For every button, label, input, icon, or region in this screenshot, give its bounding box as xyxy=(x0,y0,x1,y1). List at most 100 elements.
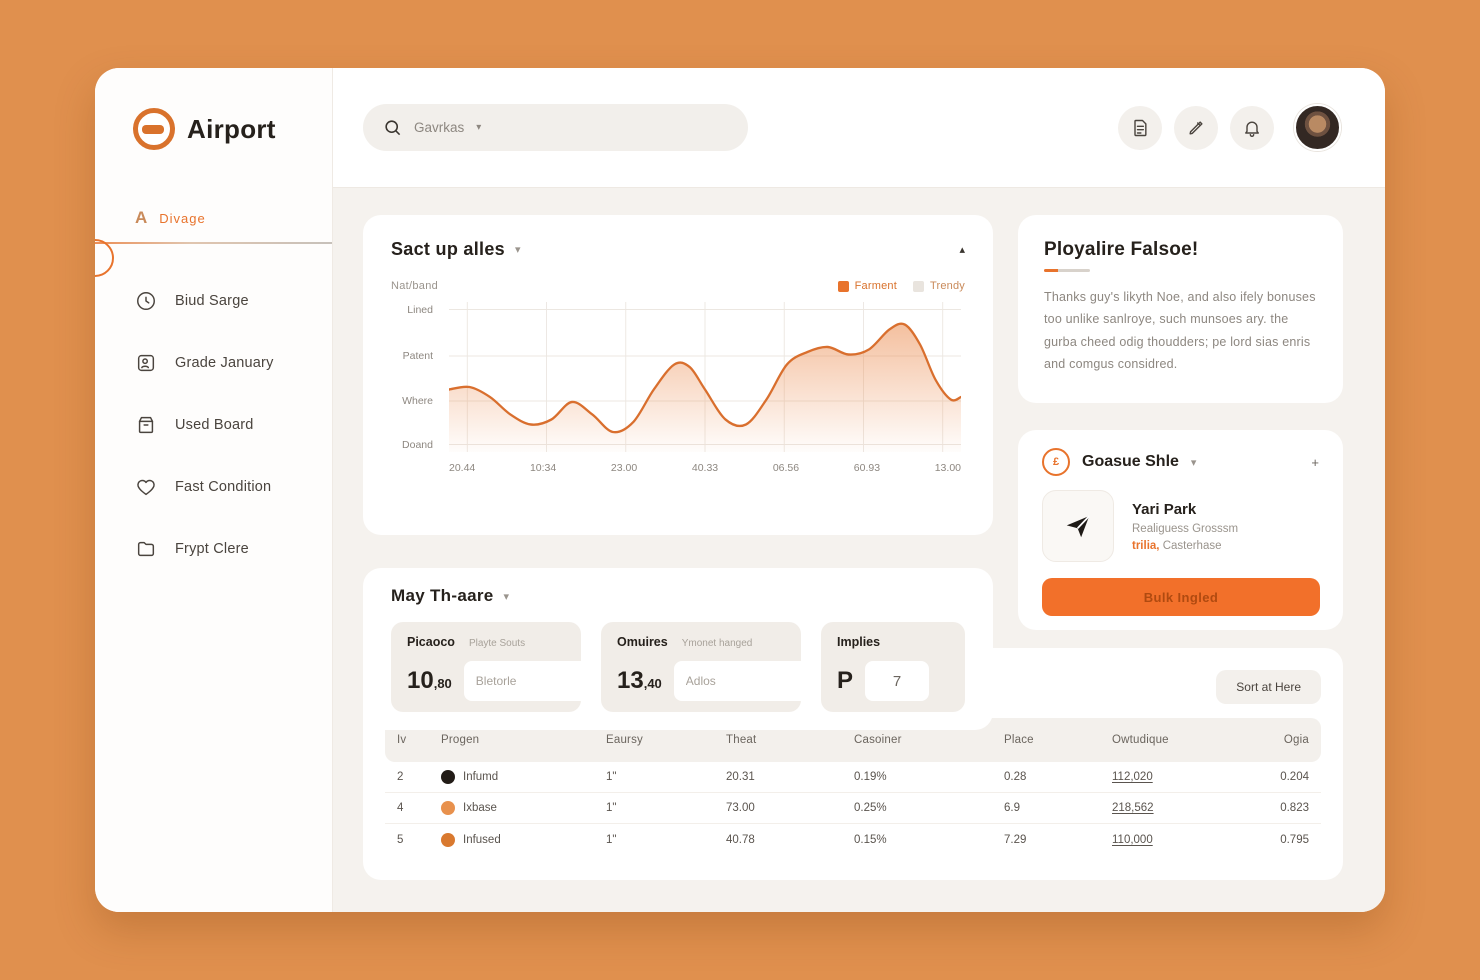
x-axis-label: 23.00 xyxy=(610,462,638,474)
league-card: £ Goasue Shle ▾ + Yari Park Realiguess G… xyxy=(1018,430,1343,630)
topbar: Gavrkas ▾ xyxy=(333,68,1385,188)
stat-tile-picaoco: Picaoco Playte Souts 10,80 xyxy=(391,622,643,712)
row-id: 2 xyxy=(397,771,404,783)
promo-card: Ployalire Falsoe! Thanks guy's likyth No… xyxy=(1018,215,1343,403)
table-cell: 20.31 xyxy=(726,771,755,783)
promo-body: Thanks guy's likyth Noe, and also ifely … xyxy=(1044,290,1316,371)
table-column-header[interactable]: Eaursy xyxy=(606,734,643,746)
expand-button[interactable]: ▴ xyxy=(959,244,965,256)
y-axis-label: Patent xyxy=(402,350,433,362)
table-cell[interactable]: 112,020 xyxy=(1112,771,1153,783)
table-cell[interactable]: 110,000 xyxy=(1112,833,1153,846)
table-cell: 1" xyxy=(606,833,617,846)
chevron-down-icon[interactable]: ▾ xyxy=(476,122,482,133)
table-column-header[interactable]: Theat xyxy=(726,734,757,746)
table-column-header[interactable]: Ogia xyxy=(1283,734,1309,746)
stat-sublabel: Playte Souts xyxy=(468,638,526,649)
sort-button[interactable]: Sort at Here xyxy=(1216,670,1321,704)
table-column-header[interactable]: Owtudique xyxy=(1112,734,1169,746)
send-arrow-icon xyxy=(1066,515,1090,538)
team-detail-rest: Casterhase xyxy=(1162,539,1222,552)
bell-button[interactable] xyxy=(1230,105,1274,150)
table-cell: 0.795 xyxy=(1280,833,1309,846)
table-cell: 0.204 xyxy=(1280,771,1309,783)
table-column-header[interactable]: Place xyxy=(1004,734,1034,746)
table-cell: 1" xyxy=(606,802,617,814)
stat-tile-implies: Implies P 7 xyxy=(821,622,965,712)
y-axis-labels: Lined Patent Where Doand xyxy=(391,302,443,452)
sidebar-item-fast-condition[interactable]: Fast Condition xyxy=(95,456,332,518)
stat-label: Implies xyxy=(837,635,881,649)
sidebar-item-biud-sarge[interactable]: Biud Sarge xyxy=(95,270,332,332)
brand-name: Airport xyxy=(187,113,276,144)
x-axis-label: 40.33 xyxy=(691,462,719,474)
team-detail-2: trilia, Casterhase xyxy=(1132,540,1238,552)
table-column-header[interactable]: Casoiner xyxy=(854,734,902,746)
legend-swatch xyxy=(912,280,924,292)
section-label: Divage xyxy=(159,210,206,226)
row-name: Infused xyxy=(441,832,606,847)
x-axis-labels: 20.44 10:34 23.00 40.33 06.56 60.93 13.00 xyxy=(449,462,961,474)
table-cell[interactable]: 218,562 xyxy=(1112,802,1154,814)
chart-title: Sact up alles xyxy=(391,239,505,259)
heart-icon xyxy=(135,476,157,498)
nav-divider xyxy=(95,242,332,244)
app-window: Airport A Divage Biud Sarge xyxy=(95,68,1385,912)
nav-section-heading: A Divage xyxy=(95,208,332,242)
table-cell: 0.19% xyxy=(854,771,887,783)
table-body: 2 Infumd 1" 20.31 0.19% 0.28 112,020 0.204 4 Ixba… xyxy=(385,762,1321,855)
stat-label: Picaoco xyxy=(407,635,455,649)
chevron-down-icon[interactable]: ▾ xyxy=(514,244,521,256)
x-axis-label: 20.44 xyxy=(449,462,476,474)
y-axis-label: Doand xyxy=(402,438,433,451)
row-name: Ixbase xyxy=(441,801,606,815)
sidebar-item-label: Biud Sarge xyxy=(175,293,249,309)
row-name: Infumd xyxy=(441,770,606,784)
search-scope-label: Gavrkas xyxy=(414,120,465,135)
sidebar-nav: A Divage Biud Sarge Grade January xyxy=(95,208,332,580)
search-input[interactable]: Gavrkas ▾ xyxy=(363,104,748,151)
compose-button[interactable] xyxy=(1174,105,1218,150)
sidebar-item-label: Frypt Clere xyxy=(175,541,249,557)
stat-label: Omuires xyxy=(617,635,668,649)
may-section-card: May Th-aare ▾ Picaoco Playte Souts 10,80 xyxy=(363,568,993,730)
compose-icon xyxy=(1189,120,1203,135)
table-column-header[interactable]: Progen xyxy=(441,734,480,746)
stat-box-value[interactable]: 7 xyxy=(865,661,930,701)
stat-value: P xyxy=(837,667,854,694)
folder-icon xyxy=(135,538,157,560)
user-card-icon xyxy=(135,352,157,374)
stat-tile-omuires: Omuires Ymonet hanged 13,40 xyxy=(601,622,853,712)
brand-logo-icon xyxy=(133,108,175,150)
box-icon xyxy=(135,414,157,436)
table-row[interactable]: 4 Ixbase 1" 73.00 0.25% 6.9 218,562 0.823 xyxy=(385,793,1321,824)
table-cell: 1" xyxy=(606,771,617,783)
table-cell: 73.00 xyxy=(726,802,755,814)
add-button[interactable]: + xyxy=(1311,454,1319,470)
chevron-down-icon[interactable]: ▾ xyxy=(503,590,510,603)
sidebar-item-used-board[interactable]: Used Board xyxy=(95,394,332,456)
table-cell: 7.29 xyxy=(1004,833,1027,846)
promo-underline xyxy=(1044,269,1090,272)
table-row[interactable]: 2 Infumd 1" 20.31 0.19% 0.28 112,020 0.204 xyxy=(385,762,1321,793)
promo-title: Ployalire Falsoe! xyxy=(1044,239,1199,260)
row-avatar-icon xyxy=(441,832,455,847)
sidebar-item-grade-january[interactable]: Grade January xyxy=(95,332,332,394)
chevron-down-icon[interactable]: ▾ xyxy=(1190,456,1197,469)
primary-action-button[interactable]: Bulk Ingled xyxy=(1042,578,1320,616)
table-cell: 40.78 xyxy=(726,833,755,846)
team-name: Yari Park xyxy=(1132,500,1197,518)
league-badge-icon: £ xyxy=(1042,448,1070,476)
table-row[interactable]: 5 Infused 1" 40.78 0.15% 7.29 110,000 0.795 xyxy=(385,824,1321,855)
row-avatar-icon xyxy=(441,770,455,784)
sidebar-item-frypt-clere[interactable]: Frypt Clere xyxy=(95,518,332,580)
table-cell: 0.823 xyxy=(1280,802,1309,814)
brand: Airport xyxy=(95,68,332,150)
x-axis-label: 10:34 xyxy=(529,462,557,474)
notes-button[interactable] xyxy=(1118,105,1162,150)
row-avatar-icon xyxy=(441,801,455,815)
legend-item-farment: Farment xyxy=(837,280,897,292)
chart-legend: Farment Trendy xyxy=(837,280,965,292)
table-column-header[interactable]: Iv xyxy=(397,734,407,746)
user-avatar[interactable] xyxy=(1294,104,1341,151)
